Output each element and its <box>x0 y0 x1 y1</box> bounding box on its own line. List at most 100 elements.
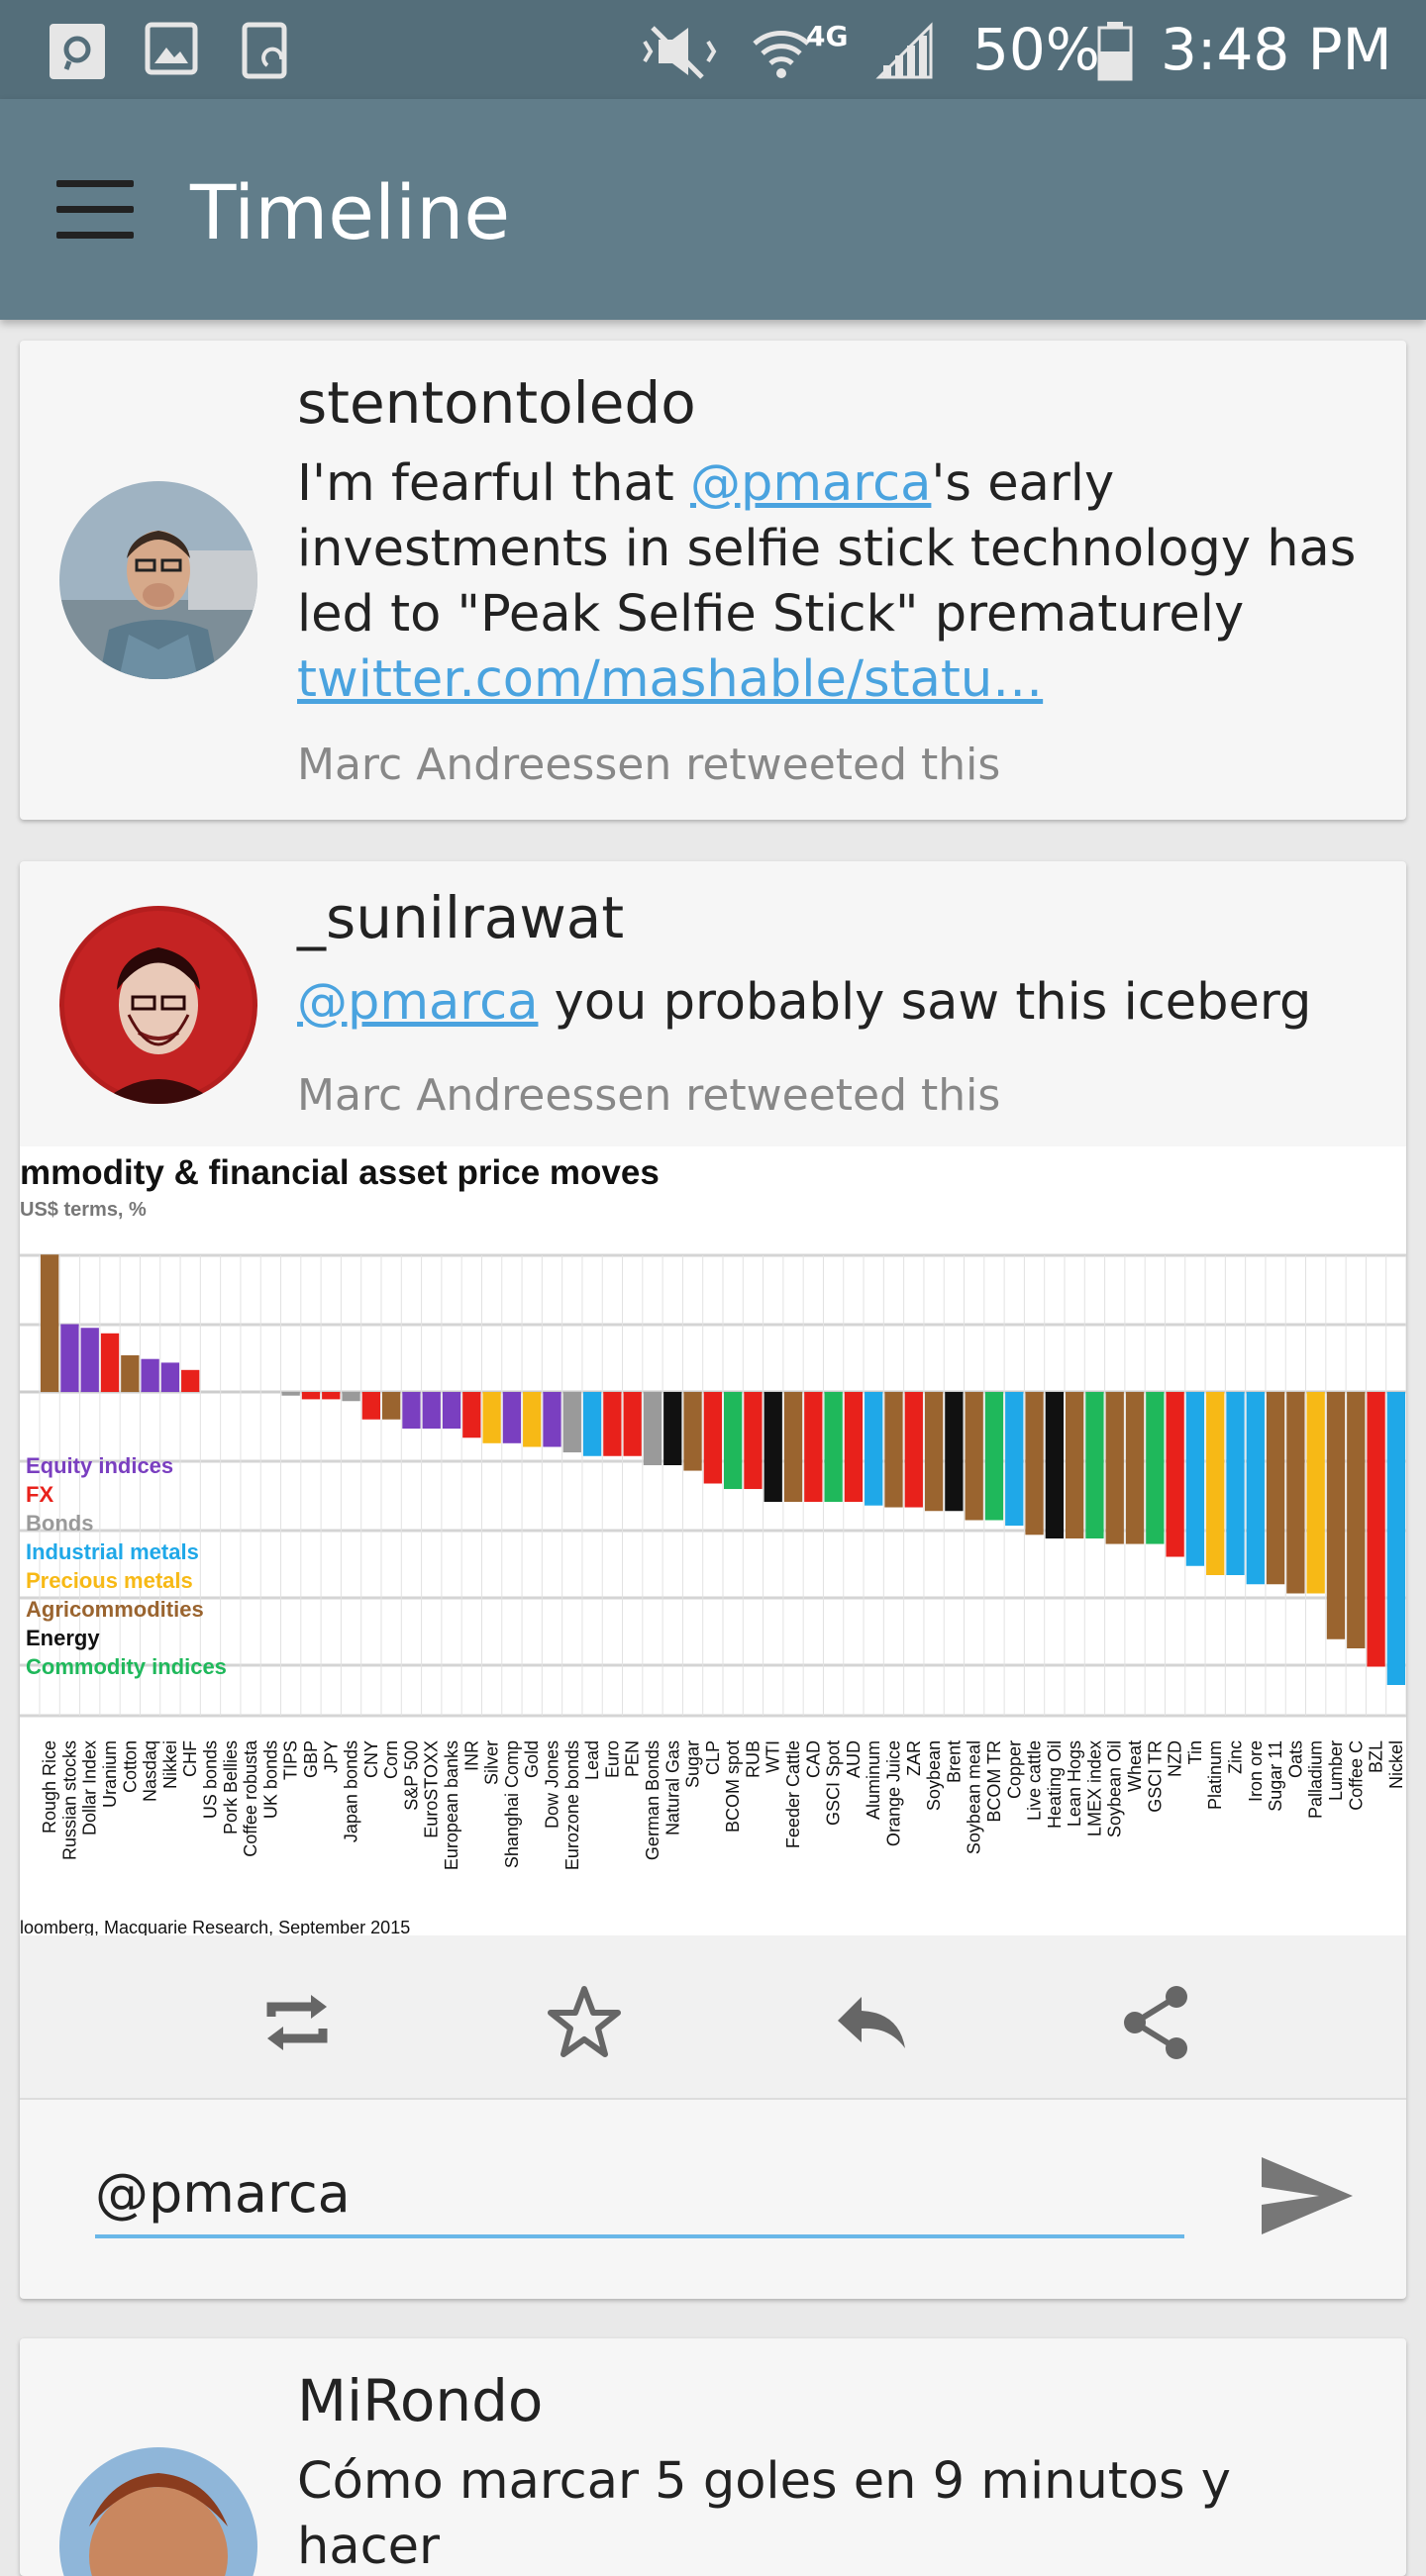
chart-tick-label: Live cattle <box>1025 1740 1045 1821</box>
chart-bar <box>1166 1392 1184 1557</box>
tweet-text: Cómo marcar 5 goles en 9 minutos y hacer <box>297 2452 1231 2576</box>
chart-tick-label: UK bonds <box>260 1740 280 1819</box>
chart-tick-label: Iron ore <box>1246 1740 1266 1802</box>
chart-tick-label: European banks <box>442 1740 461 1870</box>
avatar[interactable] <box>59 481 257 679</box>
chart-tick-label: Coffee C <box>1346 1740 1366 1811</box>
chart-tick-label: LMEX index <box>1084 1740 1104 1836</box>
chart-bar <box>121 1355 140 1392</box>
chart-bar <box>764 1392 782 1502</box>
chart-bar <box>603 1392 622 1456</box>
chart-tick-label: EuroSTOXX <box>422 1740 442 1838</box>
chart-bar <box>844 1392 864 1502</box>
chart-bar <box>724 1392 743 1490</box>
chart-bar <box>502 1392 522 1443</box>
chart-tick-label: Sugar <box>683 1740 703 1788</box>
chart-bar <box>1246 1392 1265 1585</box>
chart-tick-label: Rough Rice <box>40 1740 59 1833</box>
chart-subtitle: US$ terms, % <box>20 1199 147 1221</box>
chart-legend-item: Industrial metals <box>26 1539 199 1564</box>
chart-legend-item: Bonds <box>26 1511 93 1536</box>
tweet-card[interactable]: MiRondo Cómo marcar 5 goles en 9 minutos… <box>20 2338 1406 2576</box>
chart-tick-label: Euro <box>602 1740 622 1778</box>
chart-tick-label: Lean Hogs <box>1065 1740 1084 1827</box>
chart-tick-label: Corn <box>381 1740 401 1779</box>
chart-bar <box>100 1333 120 1392</box>
chart-bar <box>1105 1392 1124 1544</box>
reply-input[interactable] <box>95 2151 1184 2238</box>
chart-tick-label: Soybean Oil <box>1105 1740 1125 1837</box>
tweet-text: @pmarca you probably saw this iceberg <box>297 970 1367 1036</box>
retweet-note: Marc Andreessen retweeted this <box>297 1070 1001 1121</box>
chart-tick-label: Copper <box>1004 1740 1024 1799</box>
chart-bar <box>1367 1392 1385 1667</box>
chart-tick-label: Oats <box>1285 1740 1305 1778</box>
chart-bar <box>342 1392 360 1402</box>
chart-tick-label: PEN <box>623 1740 643 1777</box>
chart-tick-label: Brent <box>944 1740 964 1783</box>
chart-tick-label: Orange Juice <box>884 1740 904 1846</box>
avatar[interactable] <box>59 906 257 1104</box>
chart-bar <box>1125 1392 1145 1544</box>
send-icon[interactable] <box>1258 2151 1357 2240</box>
chart-tick-label: CAD <box>803 1740 823 1778</box>
chart-tick-label: RUB <box>743 1740 763 1778</box>
chart-bar <box>160 1362 180 1392</box>
chart-tick-label: AUD <box>844 1740 864 1778</box>
reply-composer <box>20 2100 1406 2298</box>
chart-tick-label: NZD <box>1166 1740 1185 1777</box>
chart-source: loomberg, Macquarie Research, September … <box>20 1918 410 1935</box>
app-notification-icon <box>50 24 105 79</box>
tweet-card[interactable]: _sunilrawat @pmarca you probably saw thi… <box>20 861 1406 2299</box>
chart-bar <box>1347 1392 1366 1648</box>
chart-bar <box>462 1392 481 1438</box>
app-bar: Timeline <box>0 99 1426 320</box>
chart-bar <box>1146 1392 1165 1544</box>
tweet-username[interactable]: stentontoledo <box>297 369 696 437</box>
avatar[interactable] <box>59 2447 257 2576</box>
chart-bar <box>1066 1392 1084 1538</box>
chart-tick-label: Dollar Index <box>80 1740 100 1835</box>
chart-tick-label: GSCI TR <box>1145 1740 1165 1813</box>
retweet-icon[interactable] <box>257 1983 337 2062</box>
chart-bar <box>1025 1392 1044 1536</box>
retweet-note: Marc Andreessen retweeted this <box>297 740 1001 790</box>
chart-bar <box>1286 1392 1305 1594</box>
mute-icon <box>643 26 717 79</box>
chart-tick-label: Uranium <box>100 1740 120 1808</box>
chart-tick-label: WTI <box>764 1740 783 1773</box>
chart-tick-label: Cotton <box>120 1740 140 1793</box>
tweet-text-part: I'm fearful that <box>297 454 690 513</box>
chart-tick-label: Natural Gas <box>662 1740 682 1835</box>
wifi-icon <box>753 31 810 78</box>
chart-tick-label: TIPS <box>281 1740 301 1780</box>
share-icon[interactable] <box>1117 1983 1196 2062</box>
chart-bar <box>904 1392 923 1508</box>
chart-tick-label: Eurozone bonds <box>562 1740 582 1870</box>
reply-icon[interactable] <box>832 1983 911 2062</box>
chart-bar <box>663 1392 682 1465</box>
chart-tick-label: CLP <box>703 1740 723 1775</box>
chart-bar <box>80 1328 99 1392</box>
chart-tick-label: Feeder Cattle <box>783 1740 803 1848</box>
chart-tick-label: BCOM spot <box>723 1740 743 1833</box>
chart-tick-label: Soybean meal <box>965 1740 984 1854</box>
mention-link[interactable]: @pmarca <box>689 454 932 513</box>
chart-tick-label: Nasdaq <box>141 1740 160 1802</box>
chart-bar <box>361 1392 380 1420</box>
tweet-card[interactable]: stentontoledo I'm fearful that @pmarca's… <box>20 341 1406 820</box>
chart-bar <box>181 1369 200 1392</box>
chart-bar <box>703 1392 722 1484</box>
mention-link[interactable]: @pmarca <box>297 973 539 1032</box>
favorite-star-icon[interactable] <box>545 1983 624 2062</box>
chart-bar <box>783 1392 803 1502</box>
tweet-url-link[interactable]: twitter.com/mashable/statu… <box>297 650 1044 709</box>
chart-bar <box>744 1392 763 1490</box>
tweet-image[interactable]: mmodity & financial asset price moves US… <box>20 1146 1406 1935</box>
hamburger-menu-icon[interactable] <box>56 180 134 240</box>
tweet-username[interactable]: MiRondo <box>297 2367 544 2434</box>
chart-bar <box>984 1392 1004 1521</box>
battery-icon <box>1097 22 1133 81</box>
network-type-label: 4G <box>806 20 849 52</box>
tweet-username[interactable]: _sunilrawat <box>297 884 625 951</box>
